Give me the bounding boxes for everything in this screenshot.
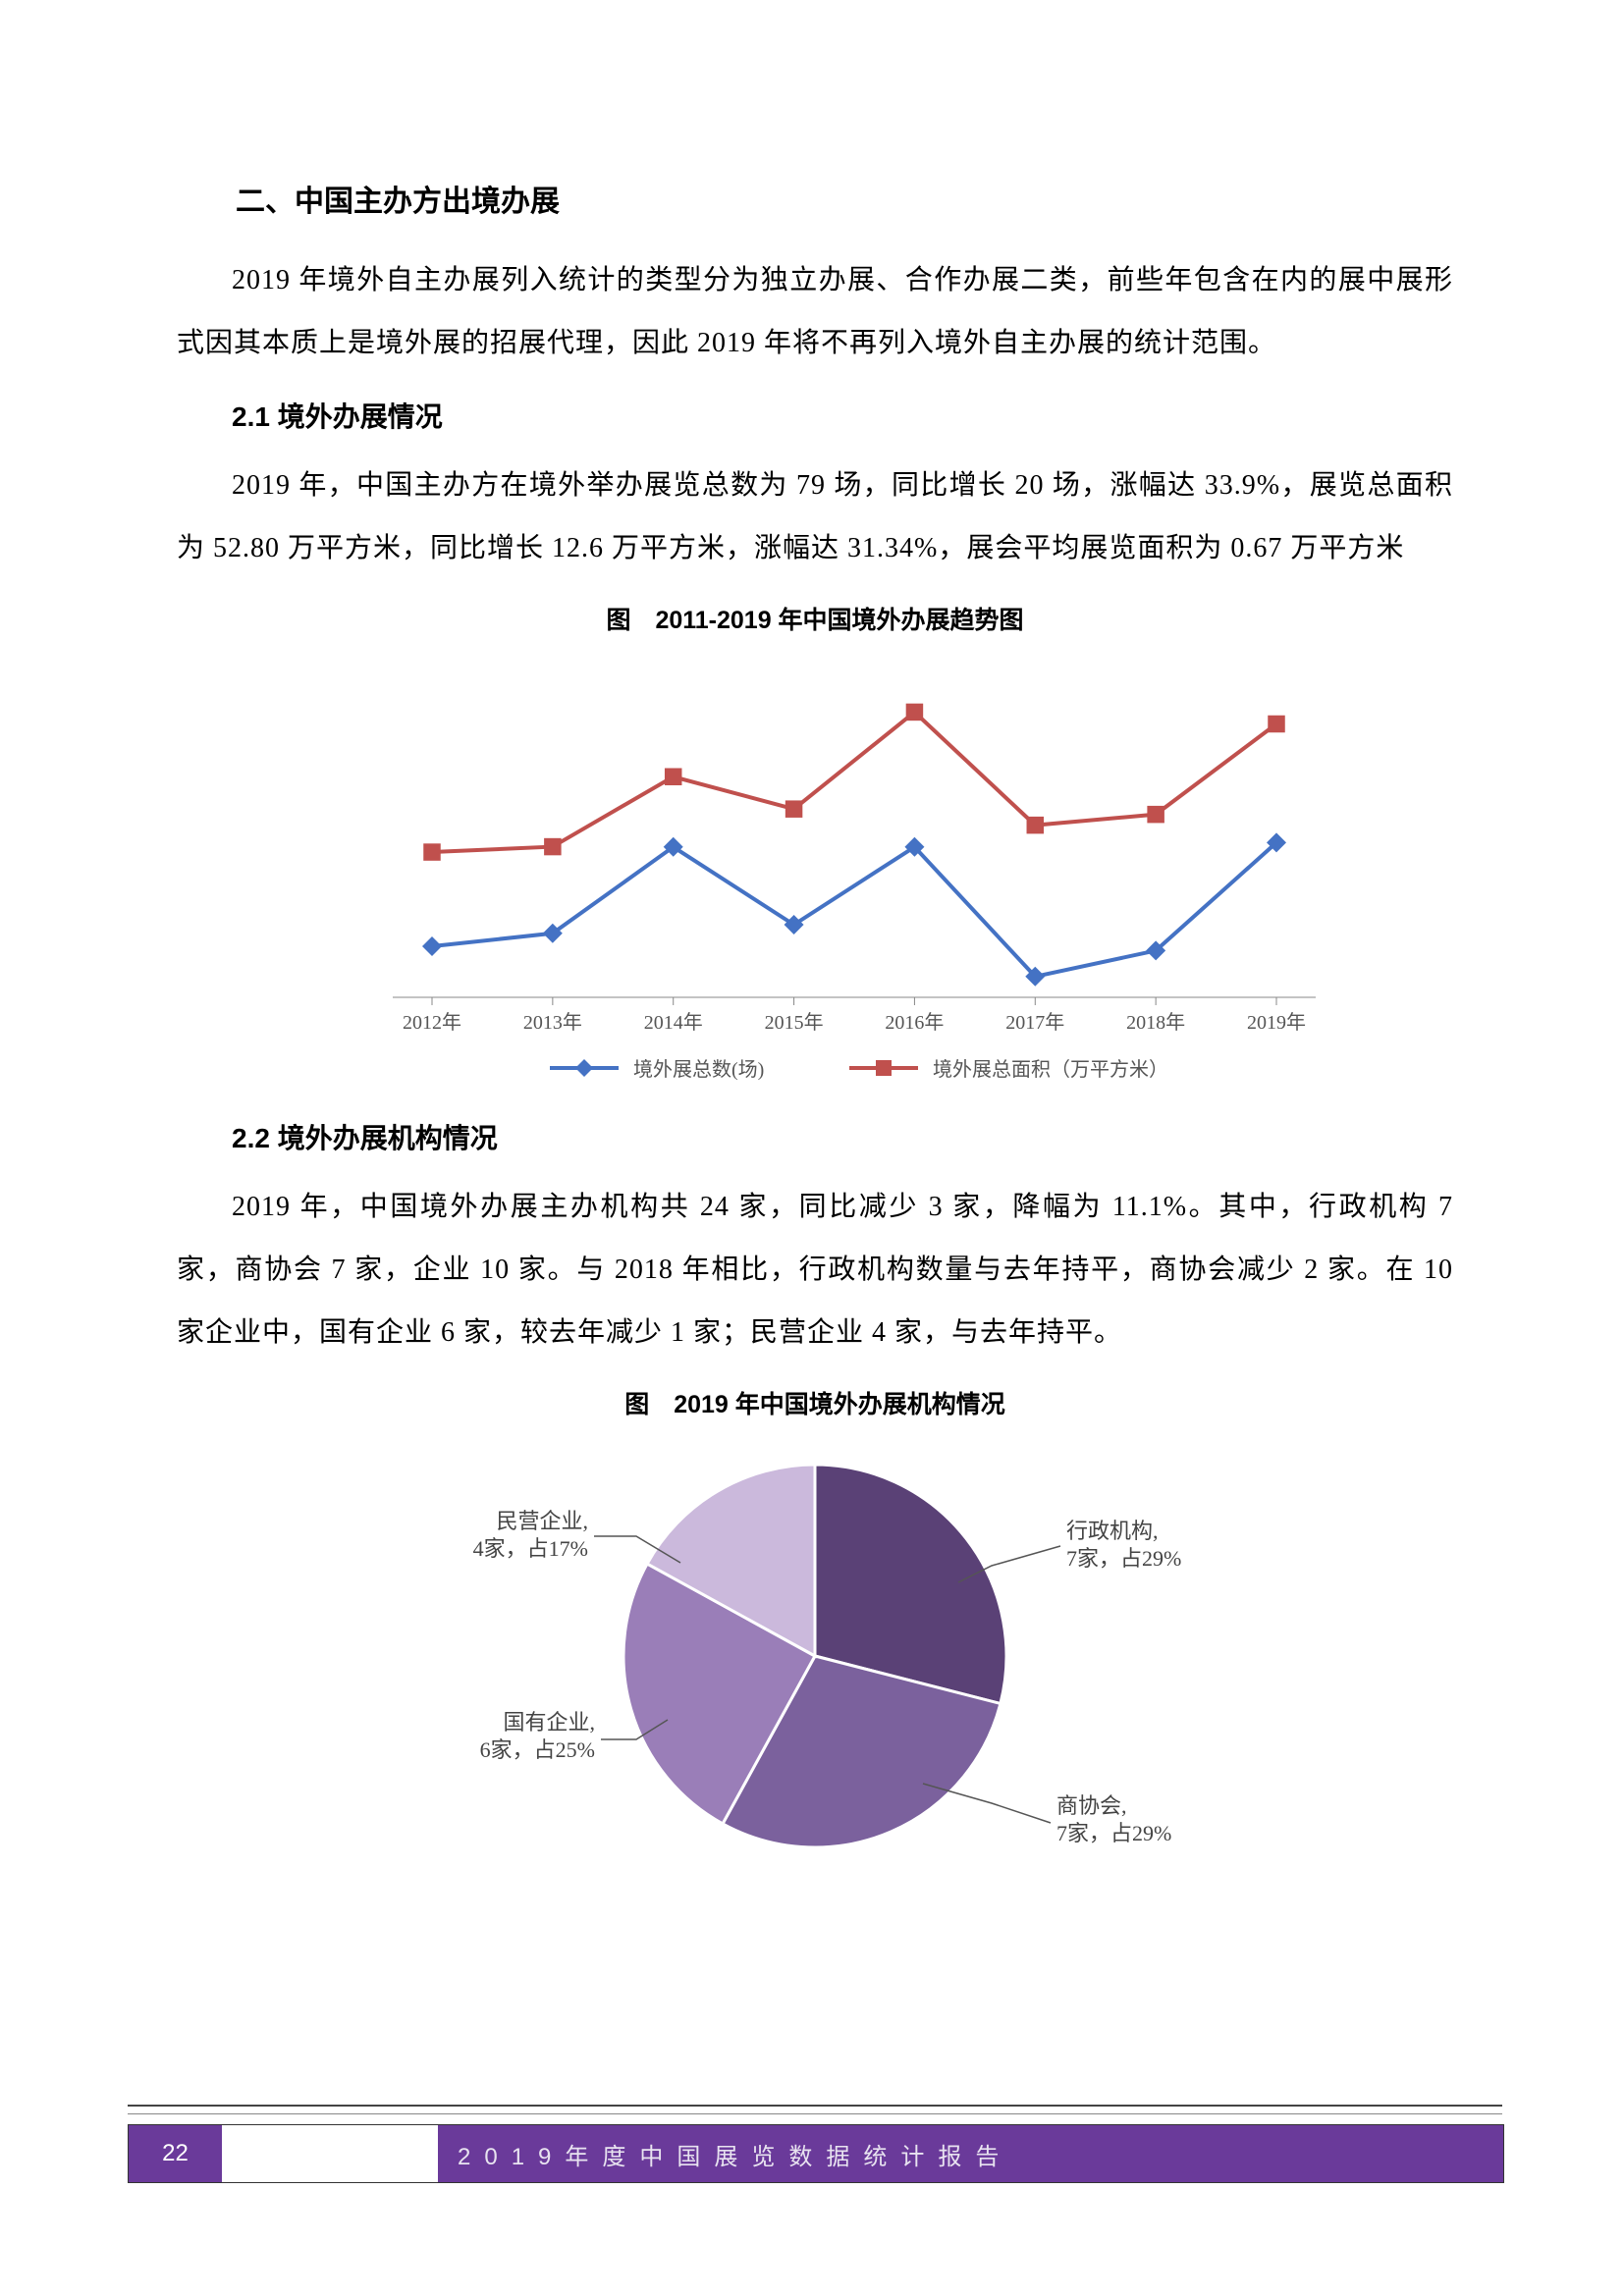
line-chart: 2012年 2013年 2014年 2015年 2016年 2017年 2018年 2019年… [314, 646, 1316, 1097]
svg-text:2018年: 2018年 [1126, 1011, 1185, 1034]
svg-text:7家，占29%: 7家，占29% [1056, 1821, 1171, 1845]
svg-text:2012年: 2012年 [403, 1011, 461, 1034]
section-heading: 二、中国主办方出境办展 [177, 177, 1453, 220]
page-content: 二、中国主办方出境办展 2019 年境外自主办展列入统计的类型分为独立办展、合作… [177, 177, 1453, 1882]
svg-text:境外展总面积（万平方米）: 境外展总面积（万平方米） [933, 1058, 1168, 1081]
subheading-22: 2.2 境外办展机构情况 [177, 1117, 1453, 1156]
svg-text:2019年: 2019年 [1247, 1011, 1306, 1034]
svg-text:6家，占25%: 6家，占25% [480, 1737, 595, 1762]
svg-text:民营企业,: 民营企业, [496, 1509, 588, 1533]
footer-band: 22 2019年度中国展览数据统计报告 [128, 2124, 1504, 2183]
svg-text:2016年: 2016年 [885, 1011, 944, 1034]
paragraph-1: 2019 年境外自主办展列入统计的类型分为独立办展、合作办展二类，前些年包含在内… [177, 249, 1453, 376]
svg-text:2017年: 2017年 [1005, 1011, 1064, 1034]
svg-text:国有企业,: 国有企业, [503, 1710, 595, 1735]
svg-text:境外展总数(场): 境外展总数(场) [633, 1058, 764, 1081]
svg-text:4家，占17%: 4家，占17% [473, 1536, 588, 1561]
svg-text:2014年: 2014年 [644, 1011, 703, 1034]
subheading-21: 2.1 境外办展情况 [177, 396, 1453, 435]
paragraph-3: 2019 年，中国境外办展主办机构共 24 家，同比减少 3 家，降幅为 11.… [177, 1176, 1453, 1365]
footer-title: 2019年度中国展览数据统计报告 [438, 2125, 1503, 2182]
footer-divider [128, 2105, 1502, 2114]
svg-text:2015年: 2015年 [765, 1011, 824, 1034]
svg-text:行政机构,: 行政机构, [1066, 1519, 1159, 1543]
paragraph-2: 2019 年，中国主办方在境外举办展览总数为 79 场，同比增长 20 场，涨幅… [177, 454, 1453, 581]
svg-text:7家，占29%: 7家，占29% [1066, 1546, 1181, 1571]
svg-text:商协会,: 商协会, [1056, 1793, 1127, 1818]
line-chart-title: 图 2011-2019 年中国境外办展趋势图 [177, 601, 1453, 636]
footer-gap [222, 2125, 438, 2182]
pie-chart: 行政机构, 7家，占29% 商协会, 7家，占29% 国有企业,6家，占25% 民营企业,… [373, 1430, 1257, 1882]
svg-text:2013年: 2013年 [523, 1011, 582, 1034]
page-number: 22 [129, 2125, 222, 2182]
pie-chart-title: 图 2019 年中国境外办展机构情况 [177, 1385, 1453, 1420]
